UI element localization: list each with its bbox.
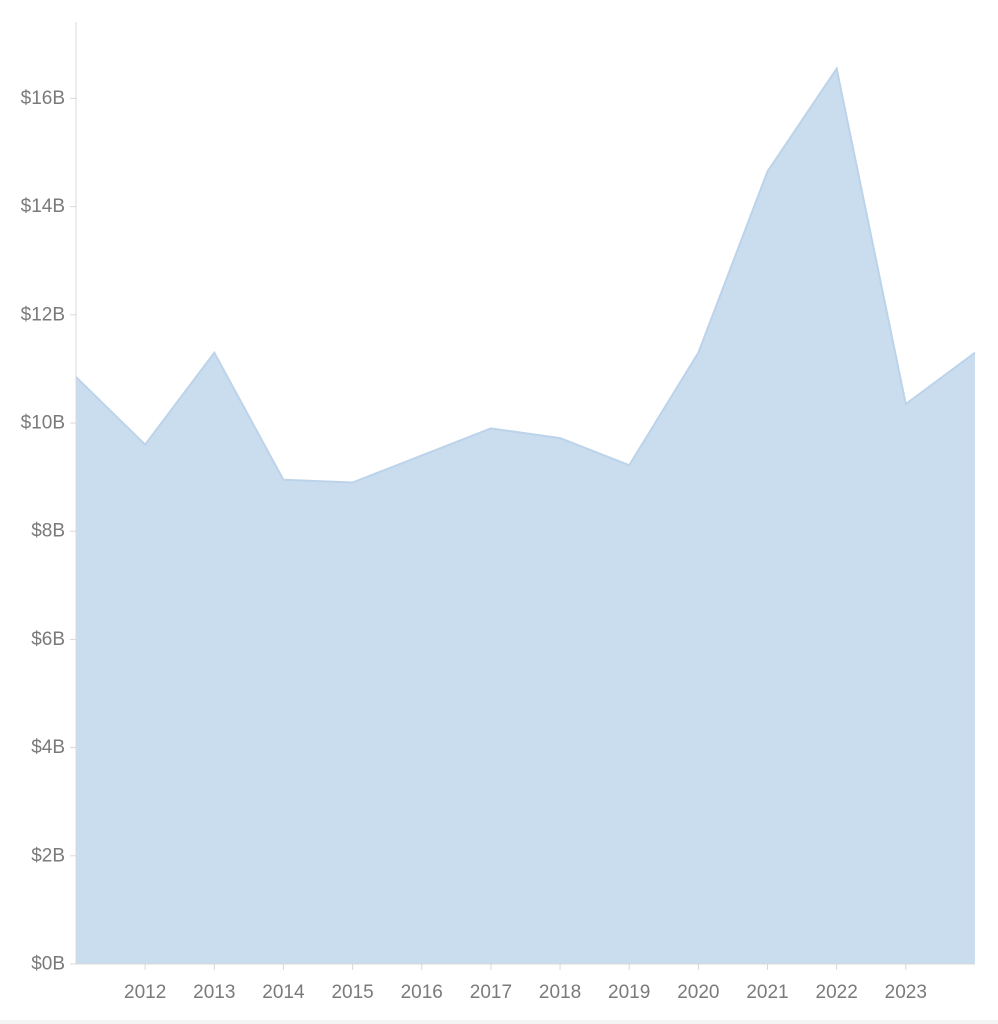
area-series (76, 68, 975, 964)
y-tick-label: $4B (31, 737, 65, 758)
y-tick-label: $8B (31, 521, 65, 542)
x-tick-label: 2016 (401, 982, 443, 1003)
bottom-edge (0, 1020, 998, 1024)
y-tick-label: $12B (21, 304, 65, 325)
y-axis: $0B $2B $4B $6B $8B $10B $12B $14B $16B (21, 22, 77, 975)
y-tick-label: $0B (31, 954, 65, 975)
y-tick-label: $2B (31, 845, 65, 866)
x-tick-label: 2020 (677, 982, 719, 1003)
x-tick-label: 2021 (746, 982, 788, 1003)
y-tick-label: $14B (21, 196, 65, 217)
x-tick-label: 2019 (608, 982, 650, 1003)
plot-area (75, 66, 976, 964)
y-tick-label: $16B (21, 88, 65, 109)
x-tick-label: 2018 (539, 982, 581, 1003)
x-tick-label: 2012 (124, 982, 166, 1003)
y-tick-label: $10B (21, 413, 65, 434)
x-tick-label: 2023 (885, 982, 927, 1003)
x-tick-label: 2017 (470, 982, 512, 1003)
y-tick-label: $6B (31, 629, 65, 650)
area-outline (75, 66, 976, 484)
x-axis: 2012 2013 2014 2015 2016 2017 2018 2019 2020 2021… (76, 963, 975, 1003)
x-tick-label: 2015 (331, 982, 373, 1003)
x-tick-label: 2013 (193, 982, 235, 1003)
x-tick-label: 2014 (262, 982, 305, 1003)
x-tick-label: 2022 (816, 982, 858, 1003)
